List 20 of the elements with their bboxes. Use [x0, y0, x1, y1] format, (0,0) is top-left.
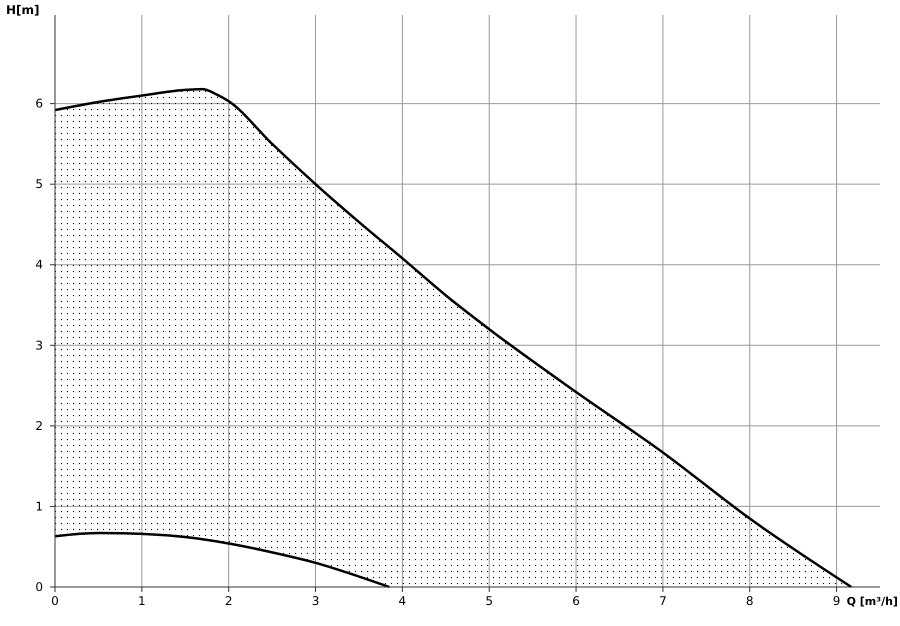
x-tick-label: 2 [224, 594, 233, 608]
x-tick-label: 6 [572, 594, 580, 608]
line-series [54, 532, 391, 588]
y-tick-label: 2 [35, 418, 43, 433]
x-tick-label: 1 [138, 594, 146, 608]
y-axis-title: H[m] [6, 3, 40, 17]
x-tick-label: 5 [485, 594, 494, 608]
x-axis-title: Q [m³/h] [846, 595, 898, 608]
x-tick-label: 7 [659, 594, 667, 608]
x-tick-label: 9 [832, 594, 840, 608]
y-tick-label: 5 [35, 177, 43, 192]
x-tick-label: 3 [312, 594, 320, 608]
y-tick-label: 0 [35, 580, 43, 594]
x-tick-label: 4 [398, 594, 406, 608]
y-tick-label: 3 [35, 338, 43, 352]
x-tick-label: 0 [51, 594, 59, 608]
y-tick-label: 4 [35, 258, 43, 272]
y-tick-label: 6 [35, 96, 43, 111]
y-tick-label: 1 [35, 499, 43, 514]
x-tick-label: 8 [746, 594, 754, 608]
